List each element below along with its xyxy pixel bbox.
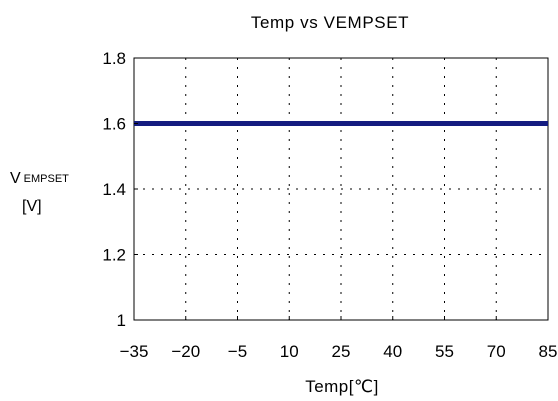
- y-tick-label: 1: [117, 311, 126, 330]
- x-tick-label: −20: [171, 342, 200, 361]
- x-tick-label: 85: [539, 342, 558, 361]
- y-axis-label-main: V: [10, 170, 21, 187]
- y-axis-label-name: V EMPSET: [10, 170, 69, 187]
- grid: [134, 58, 548, 320]
- x-axis-label: Temp[℃]: [305, 377, 379, 396]
- x-tick-label: 10: [280, 342, 299, 361]
- x-tick-label: 55: [435, 342, 454, 361]
- y-tick-label: 1.6: [102, 115, 126, 134]
- y-axis-label: V EMPSET [V]: [10, 170, 69, 215]
- x-tick-label: 70: [487, 342, 506, 361]
- x-tick-labels: −35 −20 −5 10 25 40 55 70 85: [120, 316, 558, 361]
- y-tick-label: 1.8: [102, 49, 126, 68]
- y-axis-label-subscript: EMPSET: [24, 173, 70, 185]
- y-tick-label: 1.4: [102, 180, 126, 199]
- y-tick-labels: 1 1.2 1.4 1.6 1.8: [102, 49, 138, 330]
- x-tick-label: −5: [228, 342, 247, 361]
- x-tick-label: 25: [332, 342, 351, 361]
- y-axis-label-unit: [V]: [22, 198, 42, 215]
- x-tick-label: −35: [120, 342, 149, 361]
- chart-title: Temp vs VEMPSET: [251, 13, 409, 32]
- y-tick-label: 1.2: [102, 246, 126, 265]
- x-tick-label: 40: [383, 342, 402, 361]
